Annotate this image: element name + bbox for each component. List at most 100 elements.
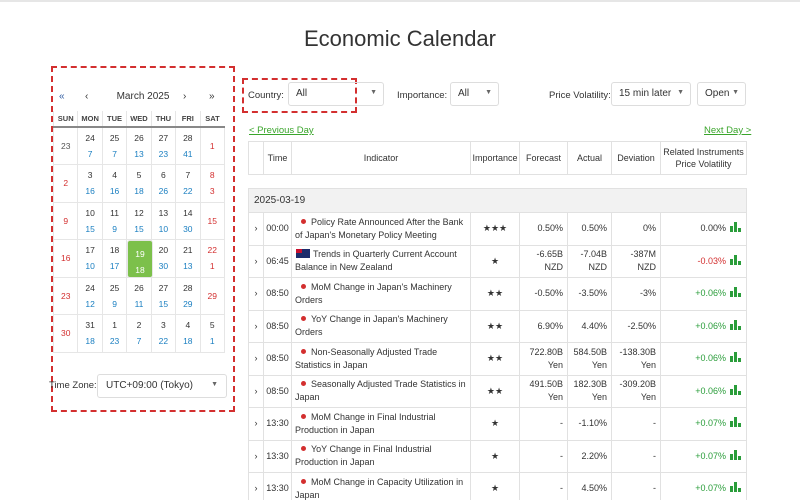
calendar-day-cell[interactable]: 3 22 bbox=[150, 314, 177, 353]
related-volatility[interactable]: +0.06% bbox=[660, 342, 747, 376]
event-indicator[interactable]: MoM Change in Japan's Machinery Orders bbox=[291, 277, 471, 311]
calendar-day-cell[interactable]: 27 23 bbox=[150, 126, 177, 165]
calendar-day-cell[interactable]: 5 18 bbox=[126, 164, 152, 203]
previous-day-link[interactable]: < Previous Day bbox=[249, 125, 314, 136]
related-volatility[interactable]: -0.03% bbox=[660, 244, 747, 278]
calendar-day-cell[interactable]: 14 30 bbox=[175, 201, 201, 240]
calendar-day-cell[interactable]: 27 15 bbox=[150, 276, 177, 315]
expand-row-button[interactable]: › bbox=[248, 407, 264, 441]
country-select[interactable]: All ▼ bbox=[288, 82, 384, 106]
event-indicator[interactable]: Non-Seasonally Adjusted Trade Statistics… bbox=[291, 342, 471, 376]
table-row[interactable]: › 13:30 MoM Change in Final Industrial Pro… bbox=[248, 407, 747, 441]
event-indicator[interactable]: YoY Change in Japan's Machinery Orders bbox=[291, 309, 471, 343]
table-row[interactable]: › 08:50 Seasonally Adjusted Trade Statisti… bbox=[248, 374, 747, 408]
calendar-day-cell[interactable]: 28 41 bbox=[175, 126, 201, 165]
prev-month-button[interactable]: ‹ bbox=[85, 91, 89, 102]
calendar-day-number: 31 bbox=[85, 320, 95, 331]
calendar-day-cell[interactable]: 28 29 bbox=[175, 276, 201, 315]
calendar-day-cell[interactable]: 21 13 bbox=[175, 239, 201, 278]
related-volatility[interactable]: +0.07% bbox=[660, 472, 747, 500]
calendar-day-cell[interactable]: 11 9 bbox=[101, 201, 128, 240]
calendar-month-label: March 2025 bbox=[116, 91, 170, 102]
expand-row-button[interactable]: › bbox=[248, 439, 264, 473]
calendar-day-cell[interactable]: 6 26 bbox=[150, 164, 177, 203]
calendar-day-cell[interactable]: 7 22 bbox=[175, 164, 201, 203]
calendar-day-cell[interactable]: 13 10 bbox=[150, 201, 177, 240]
event-indicator[interactable]: Trends in Quarterly Current Account Bala… bbox=[291, 244, 471, 278]
event-indicator[interactable]: MoM Change in Final Industrial Productio… bbox=[291, 407, 471, 441]
expand-row-button[interactable]: › bbox=[248, 277, 264, 311]
calendar-day-cell[interactable]: 4 18 bbox=[175, 314, 201, 353]
calendar-day-number: 13 bbox=[158, 207, 169, 218]
calendar-day-cell[interactable]: 20 30 bbox=[150, 239, 177, 278]
expand-row-button[interactable]: › bbox=[248, 342, 264, 376]
related-volatility[interactable]: +0.07% bbox=[660, 407, 747, 441]
calendar-day-cell[interactable]: 24 12 bbox=[77, 276, 103, 315]
calendar-day-cell[interactable]: 24 7 bbox=[77, 126, 103, 165]
event-indicator[interactable]: Policy Rate Announced After the Bank of … bbox=[291, 212, 471, 246]
table-row[interactable]: › 08:50 Non-Seasonally Adjusted Trade Stat… bbox=[248, 342, 747, 376]
expand-row-button[interactable]: › bbox=[248, 212, 264, 246]
table-row[interactable]: › 06:45 Trends in Quarterly Current Accoun… bbox=[248, 244, 747, 278]
expand-row-button[interactable]: › bbox=[248, 244, 264, 278]
status-select[interactable]: Open ▼ bbox=[697, 82, 746, 106]
table-row[interactable]: › 00:00 Policy Rate Announced After the Ba… bbox=[248, 212, 747, 246]
expand-row-button[interactable]: › bbox=[248, 374, 264, 408]
calendar-day-cell[interactable]: 15 bbox=[199, 201, 226, 240]
calendar-grid: SUN MON TUE WED THU FRI SAT 23 24 7 25 7 26 13 27 23 28… bbox=[52, 111, 226, 353]
related-volatility[interactable]: 0.00% bbox=[660, 212, 747, 246]
event-indicator[interactable]: YoY Change in Final Industrial Productio… bbox=[291, 439, 471, 473]
calendar-day-cell[interactable]: 25 9 bbox=[101, 276, 128, 315]
calendar-day-cell[interactable]: 1 23 bbox=[101, 314, 128, 353]
calendar-day-cell[interactable]: 31 18 bbox=[77, 314, 103, 353]
calendar-day-cell[interactable]: 4 16 bbox=[101, 164, 128, 203]
calendar-day-cell[interactable]: 23 bbox=[52, 126, 79, 165]
calendar-day-cell[interactable]: 26 11 bbox=[126, 276, 152, 315]
calendar-day-cell[interactable]: 9 bbox=[52, 201, 79, 240]
event-time: 08:50 bbox=[263, 277, 292, 311]
calendar-day-cell[interactable]: 18 17 bbox=[101, 239, 128, 278]
calendar-event-count: 18 bbox=[85, 336, 95, 347]
calendar-day-cell[interactable]: 26 13 bbox=[126, 126, 152, 165]
table-spacer bbox=[248, 174, 747, 189]
calendar-day-cell[interactable]: 19 18 bbox=[127, 240, 153, 278]
volatility-select[interactable]: 15 min later ▼ bbox=[611, 82, 691, 106]
calendar-event-count: 1 bbox=[209, 336, 215, 347]
table-row[interactable]: › 08:50 MoM Change in Japan's Machinery Or… bbox=[248, 277, 747, 311]
related-volatility[interactable]: +0.06% bbox=[660, 309, 747, 343]
calendar-day-cell[interactable]: 30 bbox=[52, 314, 79, 353]
calendar-day-cell[interactable]: 10 15 bbox=[77, 201, 103, 240]
next-day-link[interactable]: Next Day > bbox=[704, 125, 752, 136]
calendar-day-number: 22 bbox=[207, 245, 217, 256]
table-row[interactable]: › 13:30 YoY Change in Final Industrial Pro… bbox=[248, 439, 747, 473]
calendar-day-cell[interactable]: 3 16 bbox=[77, 164, 103, 203]
table-row[interactable]: › 13:30 MoM Change in Capacity Utilization… bbox=[248, 472, 747, 500]
next-month-button[interactable]: › bbox=[183, 91, 187, 102]
event-indicator[interactable]: Seasonally Adjusted Trade Statistics in … bbox=[291, 374, 471, 408]
timezone-select[interactable]: UTC+09:00 (Tokyo) ▼ bbox=[97, 374, 227, 398]
calendar-day-cell[interactable]: 17 10 bbox=[77, 239, 103, 278]
calendar-day-cell[interactable]: 23 bbox=[52, 276, 79, 315]
calendar-day-cell[interactable]: 25 7 bbox=[101, 126, 128, 165]
calendar-day-cell[interactable]: 12 15 bbox=[126, 201, 152, 240]
calendar-day-cell[interactable]: 16 bbox=[52, 239, 79, 278]
importance-select[interactable]: All ▼ bbox=[450, 82, 499, 106]
calendar-day-cell[interactable]: 1 bbox=[199, 126, 226, 165]
calendar-day-cell[interactable]: 2 bbox=[52, 164, 79, 203]
next-year-button[interactable]: » bbox=[209, 91, 215, 102]
related-volatility[interactable]: +0.06% bbox=[660, 374, 747, 408]
prev-year-button[interactable]: « bbox=[59, 91, 65, 102]
calendar-day-cell[interactable]: 22 1 bbox=[199, 239, 226, 278]
table-row[interactable]: › 08:50 YoY Change in Japan's Machinery Or… bbox=[248, 309, 747, 343]
calendar-event-count: 23 bbox=[109, 336, 120, 347]
related-volatility[interactable]: +0.06% bbox=[660, 277, 747, 311]
calendar-day-number: 25 bbox=[109, 133, 120, 143]
expand-row-button[interactable]: › bbox=[248, 472, 264, 500]
expand-row-button[interactable]: › bbox=[248, 309, 264, 343]
event-indicator[interactable]: MoM Change in Capacity Utilization in Ja… bbox=[291, 472, 471, 500]
related-volatility[interactable]: +0.07% bbox=[660, 439, 747, 473]
calendar-day-cell[interactable]: 29 bbox=[199, 276, 226, 315]
